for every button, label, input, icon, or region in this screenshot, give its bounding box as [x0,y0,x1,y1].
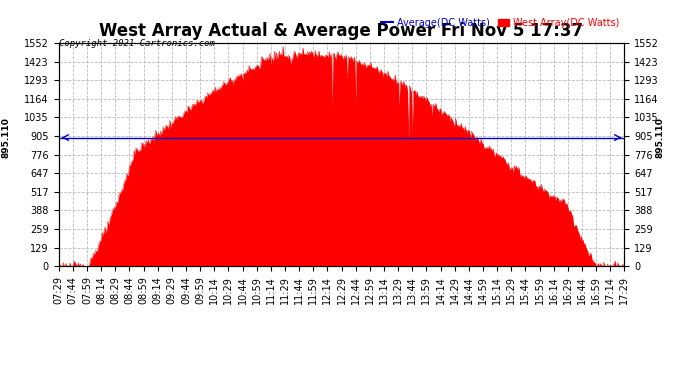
Legend: Average(DC Watts), West Array(DC Watts): Average(DC Watts), West Array(DC Watts) [382,18,620,28]
Text: Copyright 2021 Cartronics.com: Copyright 2021 Cartronics.com [59,39,215,48]
Text: 895.110: 895.110 [656,117,664,158]
Text: 895.110: 895.110 [1,117,10,158]
Title: West Array Actual & Average Power Fri Nov 5 17:37: West Array Actual & Average Power Fri No… [99,22,584,40]
